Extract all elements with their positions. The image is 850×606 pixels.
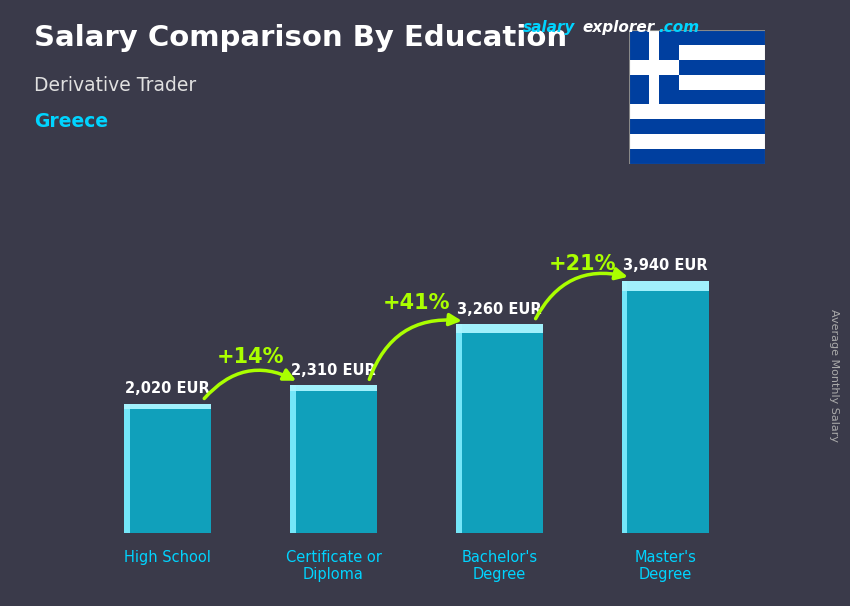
Text: 3,940 EUR: 3,940 EUR bbox=[623, 258, 708, 273]
Text: Greece: Greece bbox=[34, 112, 108, 131]
Bar bbox=[629, 75, 765, 90]
Bar bbox=[456, 324, 462, 533]
Bar bbox=[124, 404, 211, 409]
Bar bbox=[629, 30, 765, 45]
Bar bbox=[629, 60, 765, 75]
Text: +21%: +21% bbox=[549, 254, 616, 274]
Bar bbox=[456, 324, 542, 333]
FancyBboxPatch shape bbox=[291, 385, 377, 533]
FancyBboxPatch shape bbox=[622, 281, 709, 533]
FancyBboxPatch shape bbox=[456, 324, 542, 533]
Text: 2,020 EUR: 2,020 EUR bbox=[125, 381, 210, 396]
Bar bbox=[622, 281, 627, 533]
Text: salary: salary bbox=[523, 20, 575, 35]
Bar bbox=[629, 149, 765, 164]
Bar bbox=[629, 60, 679, 75]
Bar bbox=[629, 119, 765, 134]
Bar bbox=[622, 281, 709, 291]
Bar bbox=[291, 385, 377, 391]
FancyBboxPatch shape bbox=[124, 404, 211, 533]
Bar bbox=[649, 30, 660, 104]
Text: .com: .com bbox=[659, 20, 700, 35]
Bar bbox=[291, 385, 296, 533]
Bar bbox=[629, 90, 765, 104]
Bar bbox=[629, 134, 765, 149]
Bar bbox=[124, 404, 129, 533]
Bar bbox=[629, 45, 765, 60]
Text: 3,260 EUR: 3,260 EUR bbox=[457, 302, 541, 316]
Text: +14%: +14% bbox=[217, 347, 284, 367]
Text: Derivative Trader: Derivative Trader bbox=[34, 76, 196, 95]
Text: explorer: explorer bbox=[582, 20, 654, 35]
Text: Average Monthly Salary: Average Monthly Salary bbox=[829, 309, 839, 442]
Bar bbox=[629, 104, 765, 119]
Text: +41%: +41% bbox=[382, 293, 450, 313]
Bar bbox=[629, 30, 679, 104]
Text: 2,310 EUR: 2,310 EUR bbox=[292, 362, 376, 378]
Text: Salary Comparison By Education: Salary Comparison By Education bbox=[34, 24, 567, 52]
